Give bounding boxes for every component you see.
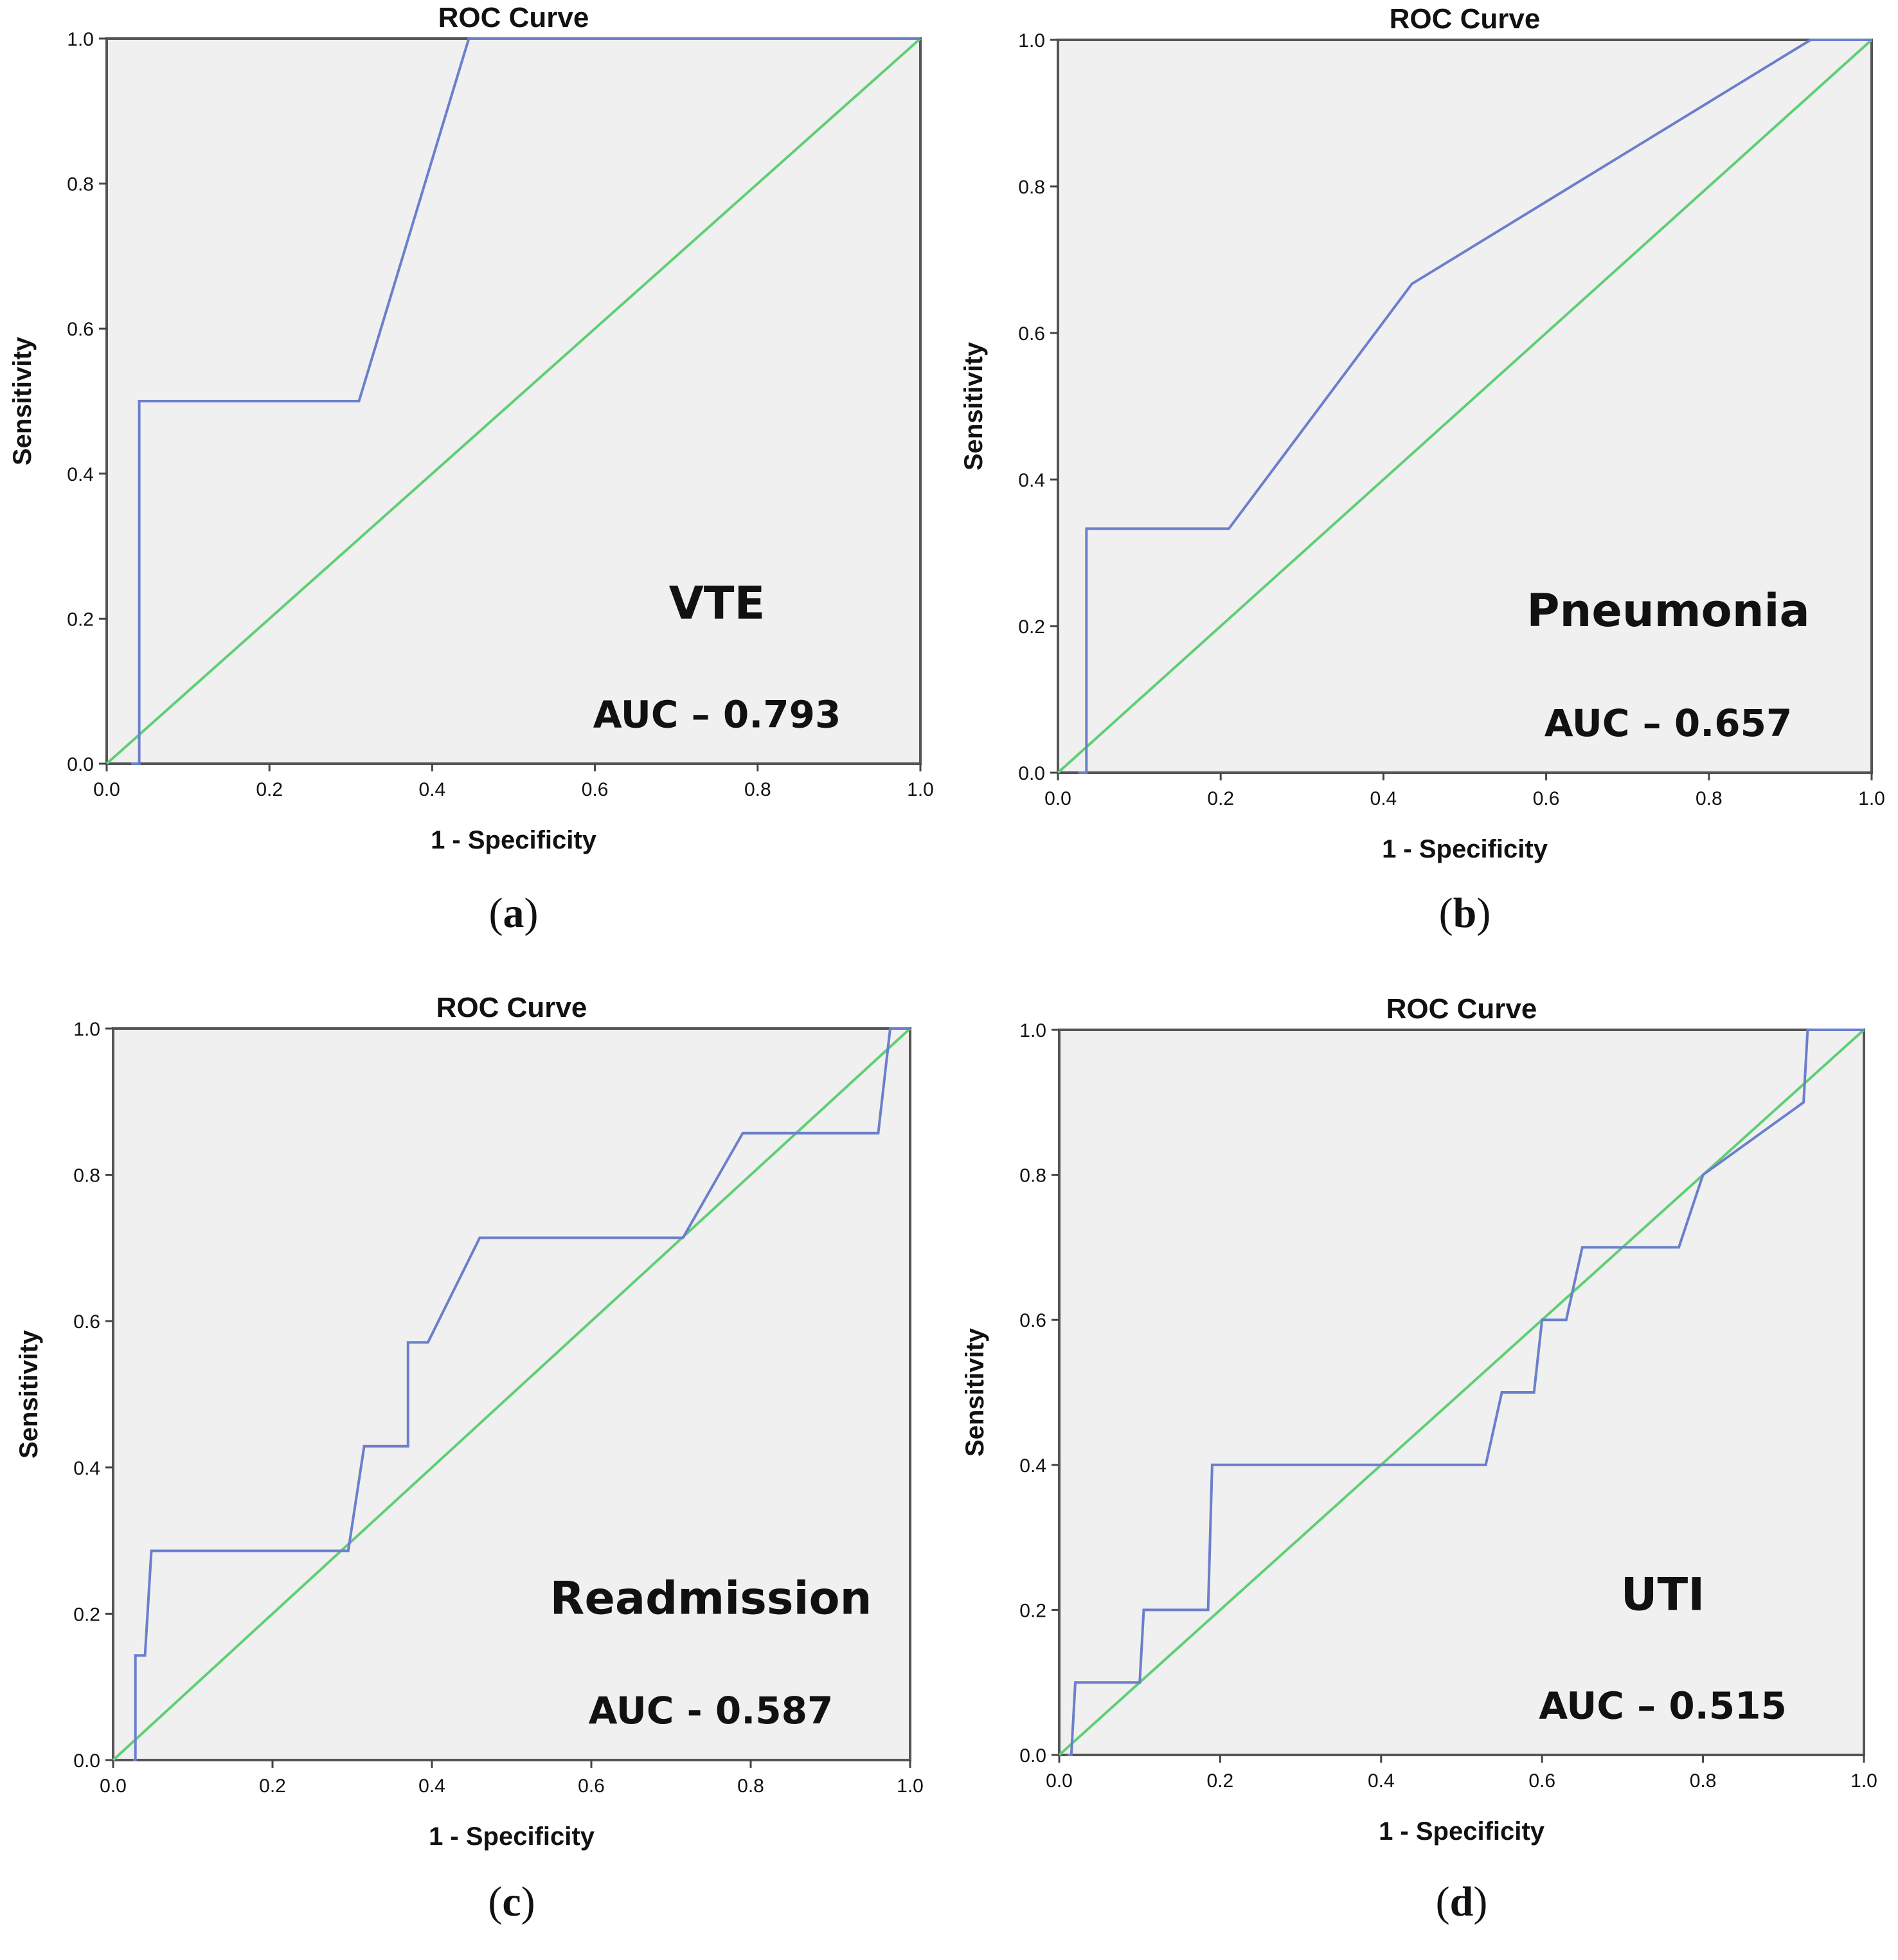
chart-title: ROC Curve xyxy=(436,992,587,1023)
roc-chart-4: ROC Curve 0.0 0.2 0.4 0.6 0.8 1.0 0.0 0.2 0.4 0.6 0… xyxy=(961,993,1877,1925)
panel-label-letter: c xyxy=(502,1878,521,1925)
roc-chart-2: ROC Curve 0.0 0.2 0.4 0.6 0.8 1.0 0.0 0.2 0.4 0.6 0… xyxy=(960,3,1885,937)
x-axis-title: 1 - Specificity xyxy=(1379,1817,1545,1846)
y-tick-label: 0.6 xyxy=(1018,323,1045,345)
y-tick-label: 0.6 xyxy=(67,319,94,340)
x-tick-label: 0.0 xyxy=(93,779,120,800)
y-tick-label: 0.8 xyxy=(67,174,94,195)
roc-curve-line xyxy=(1078,39,1872,774)
y-tick-label: 0.8 xyxy=(1019,1165,1046,1187)
y-tick-label: 1.0 xyxy=(1018,30,1045,51)
x-tick-label: 1.0 xyxy=(897,1776,924,1797)
x-axis-title: 1 - Specificity xyxy=(1382,835,1548,863)
panel-label-open: ( xyxy=(489,890,503,937)
x-tick-label: 0.8 xyxy=(737,1776,764,1797)
x-tick-label: 0.4 xyxy=(1368,1770,1395,1792)
y-axis-title: Sensitivity xyxy=(960,341,988,471)
y-tick-label: 0.0 xyxy=(67,754,94,775)
panel-label-open: ( xyxy=(488,1878,502,1925)
auc-label: AUC – 0.657 xyxy=(1544,701,1793,745)
reference-line xyxy=(112,1027,911,1761)
y-axis-title: Sensitivity xyxy=(961,1327,989,1457)
panel-label-open: ( xyxy=(1439,890,1453,937)
chart-title: ROC Curve xyxy=(1390,3,1541,35)
x-tick-label: 0.4 xyxy=(1370,788,1397,809)
x-tick-label: 1.0 xyxy=(1858,788,1885,809)
x-tick-label: 1.0 xyxy=(1850,1770,1877,1792)
x-tick-label: 0.0 xyxy=(1046,1770,1073,1792)
reference-line xyxy=(1058,1029,1865,1756)
x-tick-label: 1.0 xyxy=(907,779,934,800)
reference-line xyxy=(1057,39,1873,774)
x-tick-label: 0.4 xyxy=(419,779,446,800)
chart-title: ROC Curve xyxy=(438,2,589,33)
panel-label-close: ) xyxy=(1476,890,1491,937)
roc-curve-line xyxy=(133,1027,910,1761)
y-tick-label: 0.8 xyxy=(73,1165,100,1187)
x-tick-label: 0.2 xyxy=(256,779,283,800)
panel-label-close: ) xyxy=(521,1878,535,1925)
x-tick-label: 0.2 xyxy=(1207,788,1234,809)
panel-label-letter: a xyxy=(503,890,524,937)
y-tick-label: 0.6 xyxy=(73,1311,100,1333)
y-tick-label: 0.2 xyxy=(73,1604,100,1625)
roc-chart-1: ROC Curve 0.0 0.2 0.4 0.6 0.8 1.0 0.0 0.2 0.4 0.6 0… xyxy=(8,2,934,937)
outcome-label: UTI xyxy=(1621,1568,1705,1621)
panel-label-open: ( xyxy=(1436,1878,1450,1925)
x-tick-label: 0.0 xyxy=(1044,788,1071,809)
x-tick-label: 0.8 xyxy=(1690,1770,1717,1792)
roc-curve-line xyxy=(1067,1029,1864,1756)
x-tick-label: 0.6 xyxy=(1528,1770,1555,1792)
auc-label: AUC - 0.587 xyxy=(589,1689,834,1732)
panel-label-close: ) xyxy=(524,890,539,937)
x-tick-label: 0.2 xyxy=(1207,1770,1234,1792)
auc-label: AUC – 0.793 xyxy=(593,693,841,737)
y-tick-label: 1.0 xyxy=(67,29,94,50)
y-tick-label: 0.2 xyxy=(1018,616,1045,638)
panel-label: (c) xyxy=(488,1878,535,1925)
panel-label-letter: b xyxy=(1453,890,1477,937)
y-axis-title: Sensitivity xyxy=(15,1329,43,1459)
y-tick-label: 0.0 xyxy=(73,1750,100,1772)
y-tick-label: 0.4 xyxy=(1019,1455,1046,1477)
panel-label-letter: d xyxy=(1450,1878,1474,1925)
x-tick-label: 0.4 xyxy=(418,1776,445,1797)
auc-label: AUC – 0.515 xyxy=(1539,1684,1787,1728)
chart-title: ROC Curve xyxy=(1386,993,1537,1025)
x-axis-title: 1 - Specificity xyxy=(429,1822,595,1851)
x-tick-label: 0.8 xyxy=(744,779,771,800)
y-tick-label: 0.0 xyxy=(1019,1745,1046,1767)
y-tick-label: 0.8 xyxy=(1018,177,1045,198)
x-tick-label: 0.6 xyxy=(582,779,609,800)
panel-label: (a) xyxy=(489,890,539,937)
x-tick-label: 0.2 xyxy=(259,1776,286,1797)
y-tick-label: 0.4 xyxy=(67,464,94,485)
outcome-label: Readmission xyxy=(550,1572,872,1624)
roc-curve-line xyxy=(131,37,920,765)
panel-label: (d) xyxy=(1436,1878,1488,1925)
y-tick-label: 0.2 xyxy=(67,609,94,630)
x-tick-label: 0.8 xyxy=(1696,788,1723,809)
panel-label: (b) xyxy=(1439,890,1491,937)
x-tick-label: 0.0 xyxy=(100,1776,127,1797)
y-tick-label: 1.0 xyxy=(73,1019,100,1040)
reference-line xyxy=(105,37,922,765)
y-axis-title: Sensitivity xyxy=(8,336,37,465)
panel-label-close: ) xyxy=(1473,1878,1487,1925)
y-tick-label: 0.2 xyxy=(1019,1600,1046,1621)
y-tick-label: 1.0 xyxy=(1019,1020,1046,1041)
roc-chart-3: ROC Curve 0.0 0.2 0.4 0.6 0.8 1.0 0.0 0.2 0.4 0.6 0… xyxy=(15,992,924,1925)
y-tick-label: 0.0 xyxy=(1018,763,1045,784)
x-axis-title: 1 - Specificity xyxy=(431,826,597,854)
outcome-label: Pneumonia xyxy=(1526,584,1810,637)
y-tick-label: 0.4 xyxy=(73,1458,100,1479)
y-tick-label: 0.6 xyxy=(1019,1310,1046,1331)
x-tick-label: 0.6 xyxy=(1533,788,1560,809)
y-tick-label: 0.4 xyxy=(1018,470,1045,491)
x-tick-label: 0.6 xyxy=(578,1776,605,1797)
outcome-label: VTE xyxy=(669,577,765,629)
